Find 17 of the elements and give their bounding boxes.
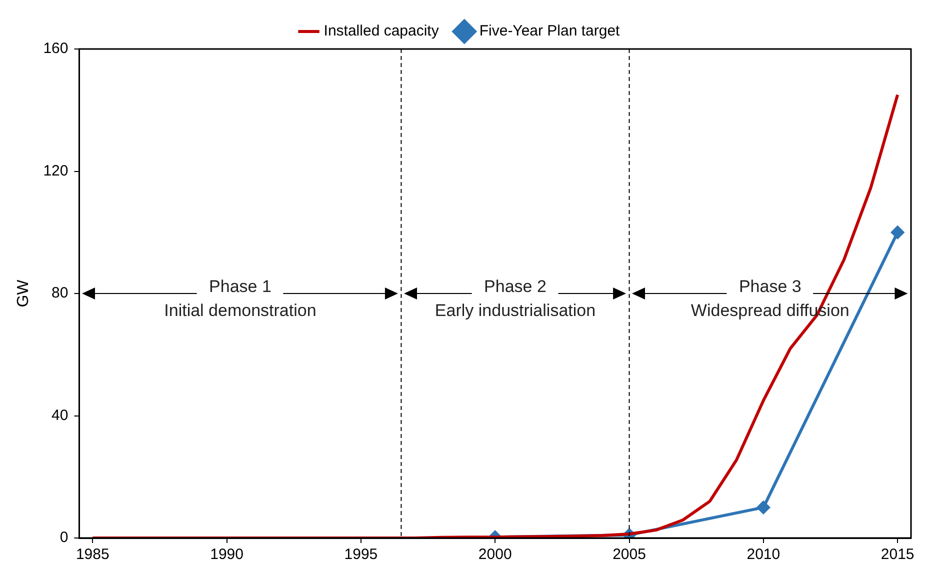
annotation: Phase 1 Initial demonstration — [164, 277, 316, 320]
y-tick-label: 80 — [52, 284, 68, 302]
y-tick-label: 120 — [43, 162, 68, 180]
x-tick-label: 1985 — [76, 546, 110, 564]
y-tick-label: 0 — [60, 529, 68, 546]
legend-label: Five-Year Plan target — [479, 22, 621, 40]
y-tick-label: 160 — [43, 40, 68, 58]
legend-label: Installed capacity — [324, 22, 440, 40]
x-tick-label: 2010 — [746, 546, 780, 564]
y-axis-title: GW — [15, 278, 32, 308]
x-tick-label: 1990 — [210, 546, 244, 564]
x-tick-label: 1995 — [344, 546, 378, 564]
annotation: Phase 2 Early industrialisation — [434, 277, 596, 320]
x-tick-label: 2005 — [612, 546, 646, 564]
x-tick-label: 2000 — [478, 546, 512, 564]
y-tick-label: 40 — [52, 406, 68, 424]
x-tick-label: 2015 — [880, 546, 914, 564]
